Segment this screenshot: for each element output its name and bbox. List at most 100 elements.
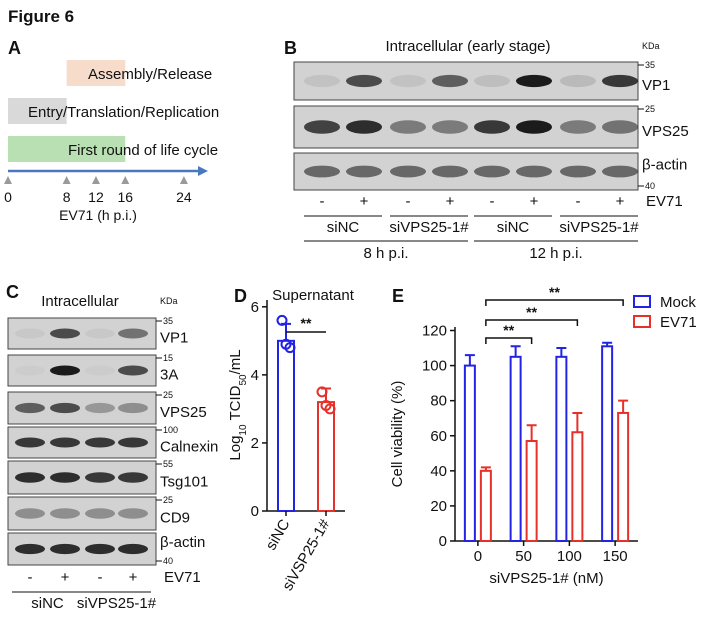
legend-label: Mock <box>660 294 696 311</box>
tick-label: 16 <box>117 189 133 205</box>
band-label: β-actin <box>160 534 205 551</box>
y-axis-label-part: TCID <box>227 385 244 424</box>
band-label: CD9 <box>160 510 190 527</box>
significance-label: ** <box>526 304 537 320</box>
lane-sign: + <box>129 569 138 586</box>
y-tick-label: 120 <box>422 323 447 340</box>
treatment-label: EV71 <box>646 193 683 210</box>
band <box>474 74 510 88</box>
y-axis-label-part: Log <box>227 436 244 461</box>
band <box>15 437 45 448</box>
band <box>15 508 45 519</box>
band <box>560 74 596 88</box>
significance-bracket <box>485 299 624 306</box>
time-label: 12 h p.i. <box>529 245 582 262</box>
phase-label: Entry/Translation/Replication <box>28 104 219 121</box>
panel-label: E <box>392 286 404 306</box>
band-label: 3A <box>160 367 178 384</box>
significance-label: ** <box>503 322 514 338</box>
phase-label: Assembly/Release <box>88 66 212 83</box>
band <box>15 328 45 339</box>
band <box>304 120 340 134</box>
y-tick-label: 4 <box>251 367 259 384</box>
band <box>85 543 115 555</box>
y-tick-label: 20 <box>430 498 447 515</box>
band-label: VP1 <box>642 77 670 94</box>
lane-sign: + <box>61 569 70 586</box>
unit-label: KDa <box>642 41 660 51</box>
band <box>50 437 80 448</box>
error-bar <box>602 341 613 347</box>
band <box>118 508 148 519</box>
group-label: siVPS25-1# <box>77 595 157 612</box>
tick-marker <box>121 176 130 184</box>
group-label: siNC <box>327 219 360 236</box>
band <box>50 472 80 483</box>
blot-title: Intracellular <box>41 293 119 310</box>
band <box>346 120 382 134</box>
size-marker: 35 <box>163 316 173 326</box>
band <box>474 120 510 134</box>
size-marker: 35 <box>645 60 655 70</box>
lane-sign: - <box>320 193 325 210</box>
band <box>432 165 468 178</box>
y-tick-label: 100 <box>422 358 447 375</box>
band <box>15 543 45 555</box>
group-label: siVPS25-1# <box>389 219 469 236</box>
band-label: Tsg101 <box>160 474 208 491</box>
band <box>118 472 148 483</box>
size-marker: 100 <box>163 425 178 435</box>
band <box>85 508 115 519</box>
tick-marker <box>62 176 71 184</box>
lane-sign: + <box>360 193 369 210</box>
band <box>118 543 148 555</box>
band <box>118 365 148 376</box>
band <box>118 328 148 339</box>
y-axis-label: Cell viability (%) <box>389 381 406 488</box>
y-axis-label-part: 10 <box>238 424 249 436</box>
band <box>602 165 638 178</box>
band <box>432 74 468 88</box>
phase-bar <box>8 98 67 124</box>
tick-marker <box>179 176 188 184</box>
lane-sign: - <box>490 193 495 210</box>
band <box>516 165 552 178</box>
significance-bracket <box>485 337 533 344</box>
band <box>602 74 638 88</box>
group-label: siNC <box>497 219 530 236</box>
panel-label: A <box>8 38 21 58</box>
tick-label: 24 <box>176 189 192 205</box>
treatment-label: EV71 <box>164 569 201 586</box>
band-label: Calnexin <box>160 439 218 456</box>
y-tick-label: 6 <box>251 299 259 316</box>
band <box>432 120 468 134</box>
error-bar <box>572 411 583 433</box>
x-tick-label: 100 <box>557 548 582 565</box>
y-tick-label: 0 <box>439 533 447 550</box>
legend-swatch <box>633 315 651 328</box>
blot-title: Intracellular (early stage) <box>385 38 550 55</box>
band <box>15 402 45 414</box>
chart-title: Supernatant <box>272 287 355 304</box>
y-tick-label: 60 <box>430 428 447 445</box>
size-marker: 25 <box>163 390 173 400</box>
error-bar <box>618 399 629 413</box>
band <box>390 165 426 178</box>
band <box>346 74 382 88</box>
size-marker: 25 <box>163 495 173 505</box>
size-marker: 40 <box>645 181 655 191</box>
lane-sign: - <box>98 569 103 586</box>
band <box>474 165 510 178</box>
band-label: VP1 <box>160 330 188 347</box>
blot-strip <box>7 496 157 531</box>
significance-label: ** <box>301 315 312 331</box>
band-label: VPS25 <box>642 123 689 140</box>
panel-label: C <box>6 282 19 302</box>
error-bar <box>556 347 567 357</box>
legend-swatch <box>633 295 651 308</box>
panel-label: B <box>284 38 297 58</box>
phase-bar <box>66 60 126 86</box>
band <box>50 328 80 339</box>
y-axis-label: Log10 TCID50/mL <box>227 349 249 460</box>
lane-sign: + <box>446 193 455 210</box>
